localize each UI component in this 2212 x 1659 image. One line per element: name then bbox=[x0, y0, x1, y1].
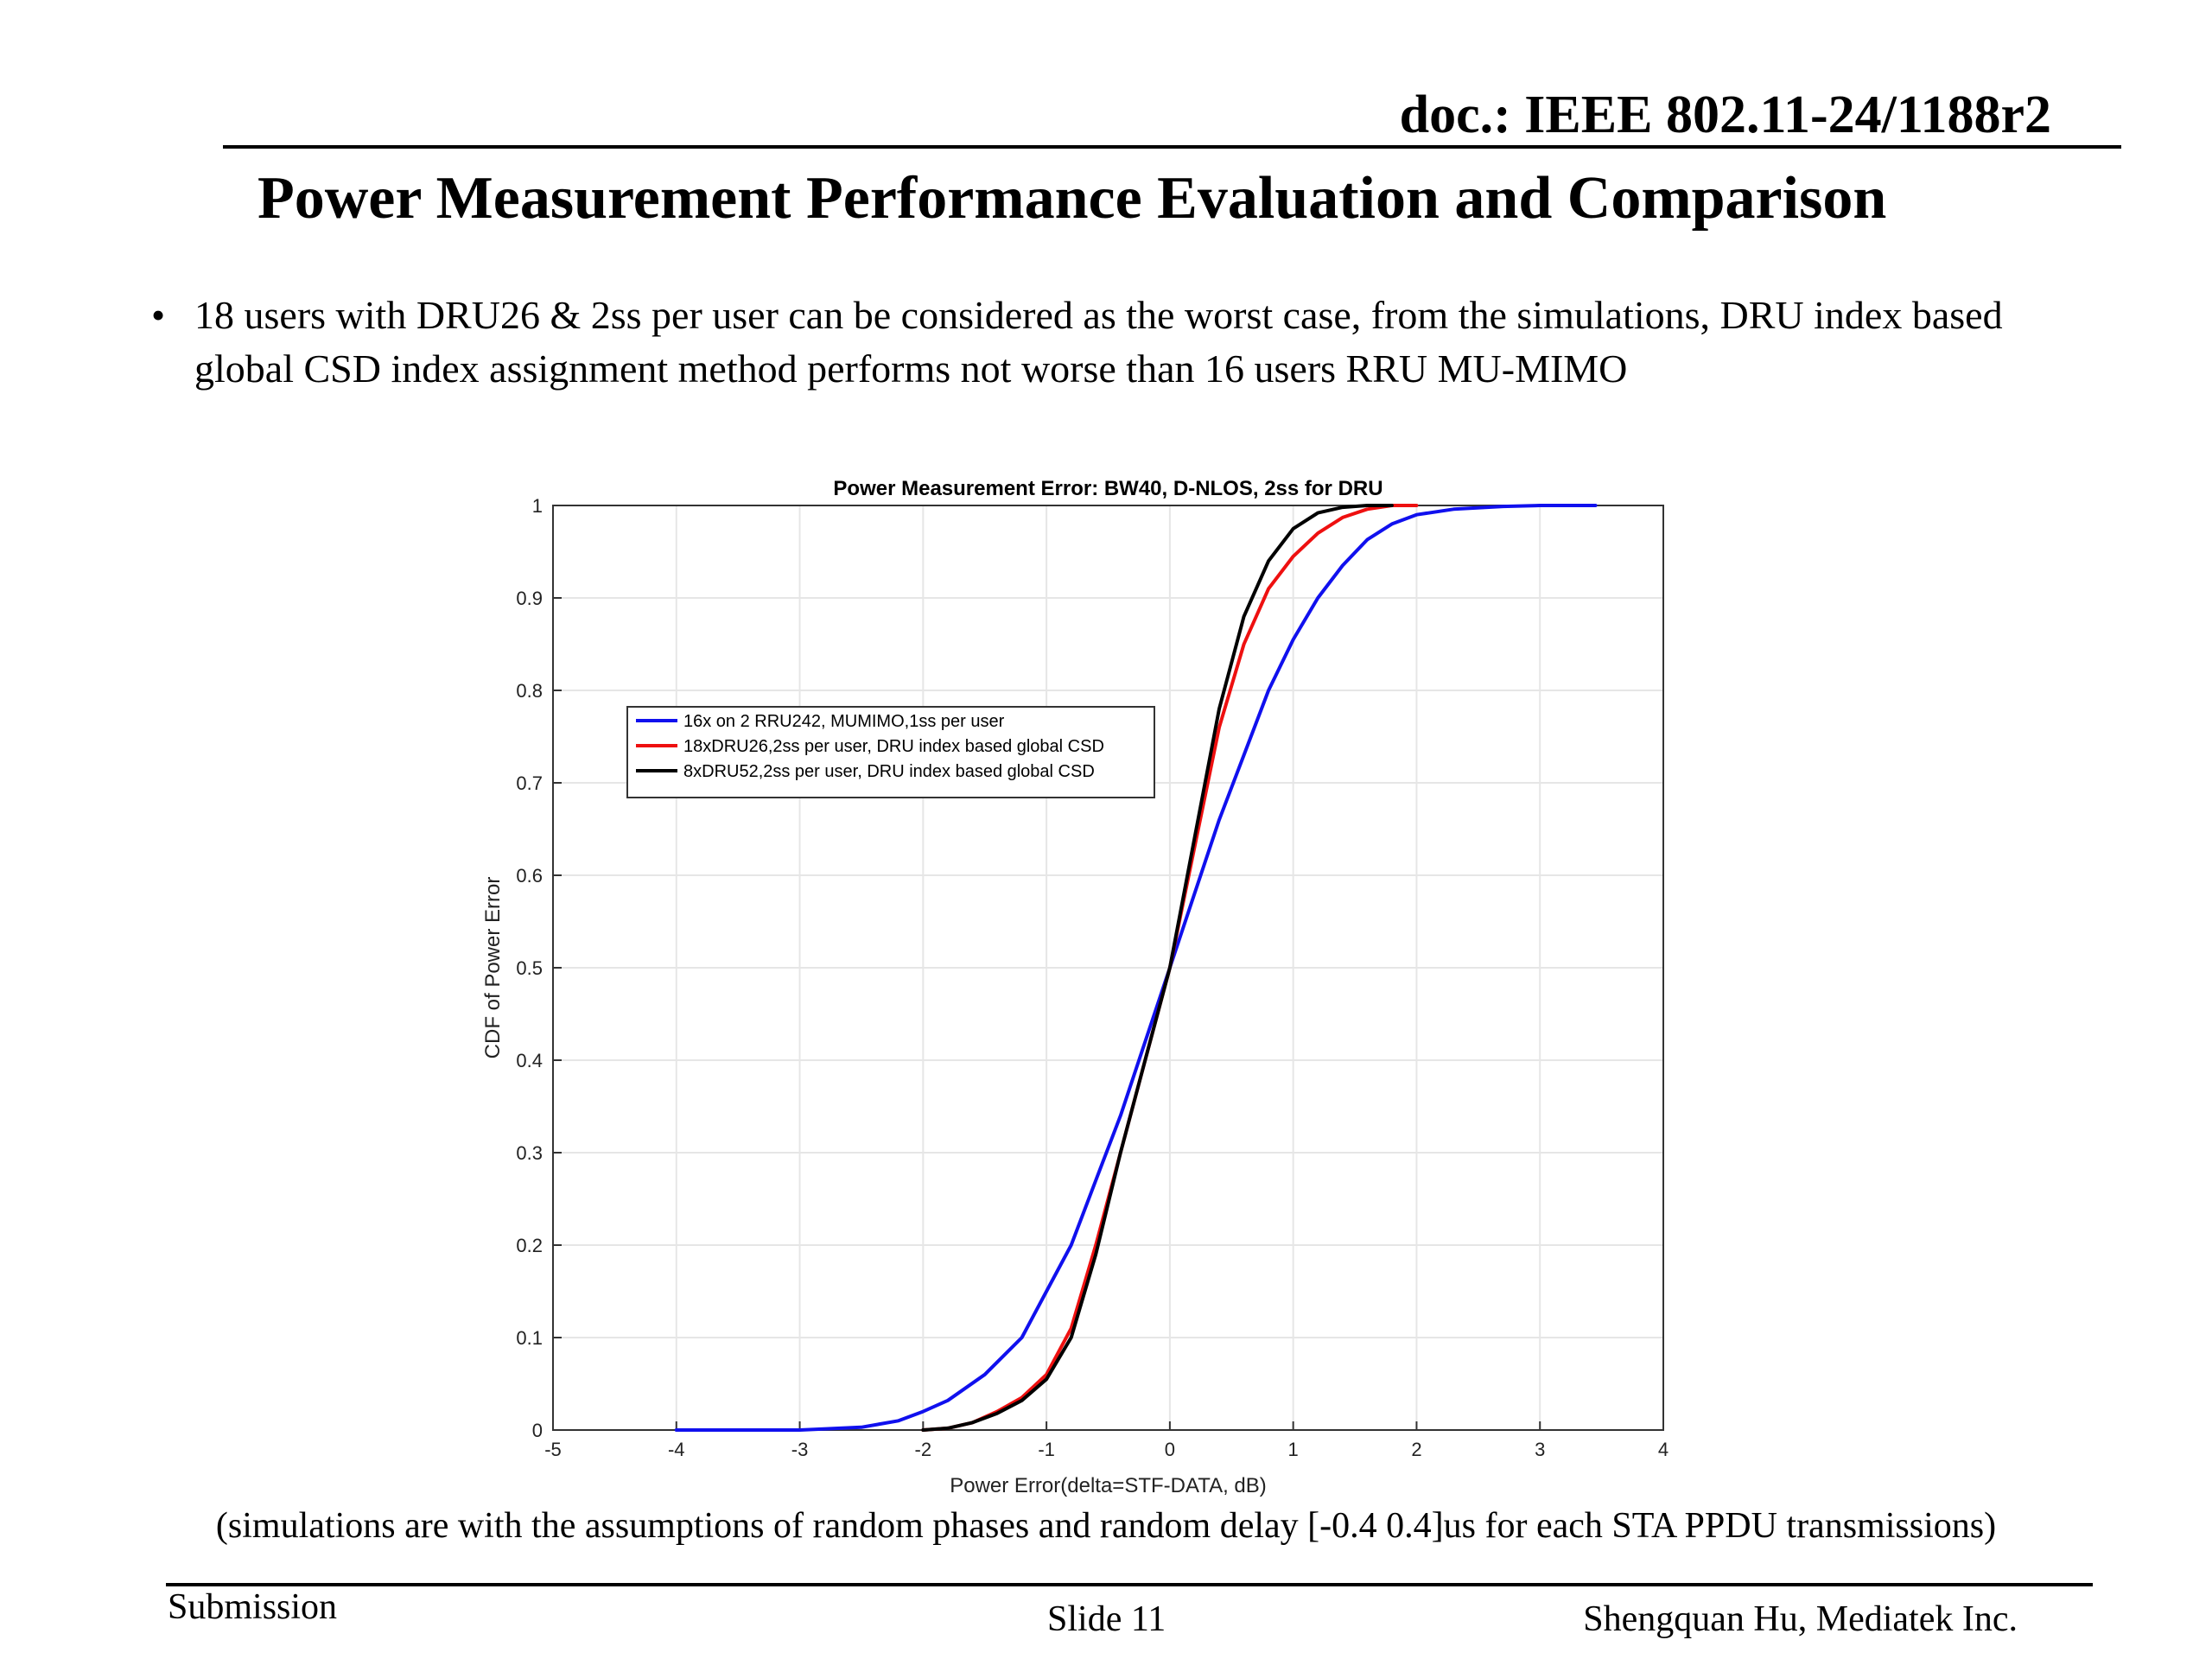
y-axis-label: CDF of Power Error bbox=[481, 877, 505, 1059]
y-tick-label: 0.6 bbox=[516, 865, 543, 887]
y-tick-label: 0.7 bbox=[516, 772, 543, 794]
x-tick-label: 3 bbox=[1535, 1439, 1545, 1460]
x-tick-label: 1 bbox=[1288, 1439, 1299, 1460]
bullet-icon: • bbox=[151, 293, 166, 337]
y-tick-label: 0.1 bbox=[516, 1327, 543, 1349]
document-id: doc.: IEEE 802.11-24/1188r2 bbox=[1399, 86, 2051, 144]
chart-title: Power Measurement Error: BW40, D-NLOS, 2… bbox=[833, 477, 1382, 500]
slide-title: Power Measurement Performance Evaluation… bbox=[257, 165, 1887, 232]
y-tick-label: 0 bbox=[532, 1420, 543, 1441]
header-divider bbox=[223, 145, 2121, 149]
chart-grid bbox=[552, 505, 1664, 1431]
y-tick-label: 0.8 bbox=[516, 680, 543, 702]
bullet-text: 18 users with DRU26 & 2ss per user can b… bbox=[194, 293, 2003, 391]
x-tick-label: -3 bbox=[791, 1439, 809, 1460]
chart-legend: 16x on 2 RRU242, MUMIMO,1ss per user 18xD… bbox=[626, 706, 1155, 798]
x-tick-label: 2 bbox=[1411, 1439, 1421, 1460]
legend-entry: 16x on 2 RRU242, MUMIMO,1ss per user bbox=[683, 712, 1005, 731]
y-tick-label: 0.2 bbox=[516, 1235, 543, 1256]
y-tick-label: 0.3 bbox=[516, 1142, 543, 1164]
y-tick-label: 1 bbox=[532, 495, 543, 517]
footer-slide-number: Slide 11 bbox=[1047, 1599, 1166, 1639]
x-tick-label: -4 bbox=[668, 1439, 685, 1460]
axis-ticks: -5 -4 -3 -2 -1 0 1 2 3 4 0 0.1 0.2 0.3 0.4 0.5 0.6 0.7 0.8… bbox=[516, 495, 1669, 1460]
x-axis-label: Power Error(delta=STF-DATA, dB) bbox=[950, 1474, 1267, 1497]
x-tick-label: -1 bbox=[1038, 1439, 1055, 1460]
bullet-point: • 18 users with DRU26 & 2ss per user can… bbox=[151, 289, 2087, 396]
plot-frame bbox=[552, 505, 1664, 1431]
chart-series bbox=[674, 504, 1598, 1432]
y-tick-label: 0.9 bbox=[516, 588, 543, 609]
footer-submission: Submission bbox=[168, 1587, 338, 1627]
simulation-footnote: (simulations are with the assumptions of… bbox=[215, 1506, 1997, 1546]
x-tick-label: 0 bbox=[1165, 1439, 1175, 1460]
y-tick-label: 0.5 bbox=[516, 957, 543, 979]
x-tick-label: -5 bbox=[544, 1439, 562, 1460]
legend-entry: 18xDRU26,2ss per user, DRU index based g… bbox=[683, 737, 1104, 756]
x-tick-label: 4 bbox=[1658, 1439, 1669, 1460]
footer-author: Shengquan Hu, Mediatek Inc. bbox=[1583, 1599, 2018, 1639]
y-tick-label: 0.4 bbox=[516, 1050, 543, 1071]
series-line-1 bbox=[674, 504, 1598, 1432]
legend-entry: 8xDRU52,2ss per user, DRU index based gl… bbox=[683, 762, 1095, 781]
series-line-2 bbox=[921, 504, 1419, 1432]
legend-box bbox=[626, 706, 1155, 798]
x-tick-label: -2 bbox=[915, 1439, 932, 1460]
series-line-3 bbox=[921, 504, 1394, 1432]
footer-divider bbox=[166, 1583, 2093, 1586]
